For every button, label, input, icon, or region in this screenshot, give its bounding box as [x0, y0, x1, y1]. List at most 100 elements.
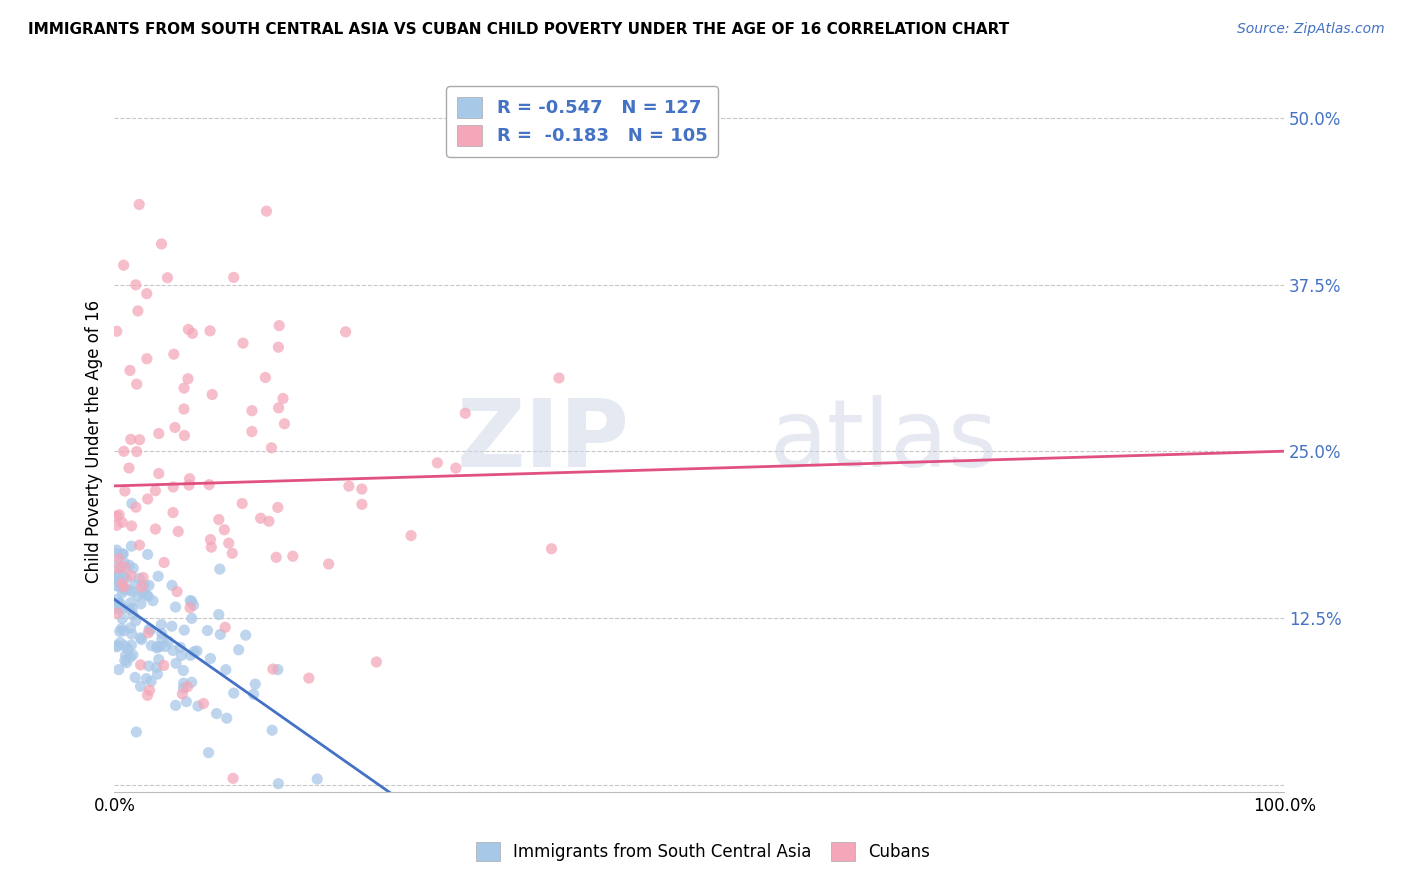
Point: [107, 558, 129, 572]
Point: [114, 560, 136, 574]
Point: [172, 681, 194, 695]
Point: [114, 648, 136, 663]
Point: [160, 619, 183, 633]
Point: [139, 623, 162, 637]
Point: [228, 642, 250, 657]
Point: [231, 496, 253, 510]
Point: [177, 322, 200, 336]
Point: [179, 600, 201, 615]
Point: [173, 428, 195, 442]
Point: [262, 723, 284, 738]
Point: [120, 638, 142, 652]
Point: [125, 377, 148, 392]
Point: [235, 628, 257, 642]
Point: [121, 496, 143, 510]
Point: [221, 546, 243, 560]
Point: [162, 480, 184, 494]
Point: [105, 571, 128, 585]
Point: [218, 536, 240, 550]
Point: [267, 500, 290, 515]
Point: [120, 568, 142, 582]
Point: [249, 511, 271, 525]
Point: [121, 648, 143, 662]
Point: [540, 541, 562, 556]
Point: [181, 326, 204, 341]
Point: [105, 640, 128, 654]
Point: [150, 617, 173, 632]
Point: [163, 420, 186, 434]
Point: [173, 676, 195, 690]
Point: [350, 482, 373, 496]
Point: [105, 518, 128, 533]
Point: [120, 433, 142, 447]
Point: [146, 640, 169, 654]
Y-axis label: Child Poverty Under the Age of 16: Child Poverty Under the Age of 16: [86, 300, 103, 583]
Point: [117, 582, 139, 597]
Point: [179, 593, 201, 607]
Point: [186, 644, 208, 658]
Point: [141, 639, 163, 653]
Point: [131, 632, 153, 647]
Point: [139, 674, 162, 689]
Point: [121, 607, 143, 622]
Point: [254, 370, 277, 384]
Point: [122, 561, 145, 575]
Point: [198, 477, 221, 491]
Point: [115, 571, 138, 585]
Point: [167, 524, 190, 539]
Text: ZIP: ZIP: [457, 395, 628, 487]
Point: [112, 624, 135, 638]
Point: [267, 340, 290, 354]
Point: [105, 543, 128, 558]
Point: [107, 579, 129, 593]
Point: [269, 318, 291, 333]
Point: [179, 472, 201, 486]
Point: [120, 596, 142, 610]
Point: [112, 569, 135, 583]
Point: [172, 687, 194, 701]
Point: [256, 204, 278, 219]
Point: [318, 557, 340, 571]
Point: [454, 406, 477, 420]
Point: [150, 236, 173, 251]
Point: [152, 658, 174, 673]
Point: [132, 586, 155, 600]
Point: [222, 686, 245, 700]
Point: [169, 640, 191, 655]
Point: [114, 654, 136, 668]
Point: [426, 456, 449, 470]
Point: [183, 645, 205, 659]
Point: [548, 371, 571, 385]
Point: [153, 556, 176, 570]
Point: [136, 688, 159, 702]
Point: [112, 444, 135, 458]
Point: [298, 671, 321, 685]
Point: [201, 387, 224, 401]
Point: [200, 533, 222, 547]
Point: [111, 612, 134, 626]
Point: [170, 648, 193, 663]
Point: [121, 519, 143, 533]
Point: [105, 592, 128, 607]
Point: [132, 570, 155, 584]
Point: [176, 695, 198, 709]
Point: [180, 648, 202, 663]
Point: [110, 576, 132, 591]
Point: [187, 699, 209, 714]
Point: [129, 631, 152, 645]
Point: [105, 509, 128, 524]
Point: [257, 514, 280, 528]
Point: [124, 577, 146, 591]
Point: [112, 547, 135, 561]
Point: [444, 461, 467, 475]
Point: [108, 508, 131, 522]
Point: [112, 601, 135, 615]
Point: [157, 634, 180, 648]
Point: [120, 621, 142, 635]
Point: [138, 622, 160, 636]
Point: [162, 643, 184, 657]
Point: [114, 639, 136, 653]
Legend: Immigrants from South Central Asia, Cubans: Immigrants from South Central Asia, Cuba…: [470, 835, 936, 868]
Point: [107, 639, 129, 653]
Point: [156, 270, 179, 285]
